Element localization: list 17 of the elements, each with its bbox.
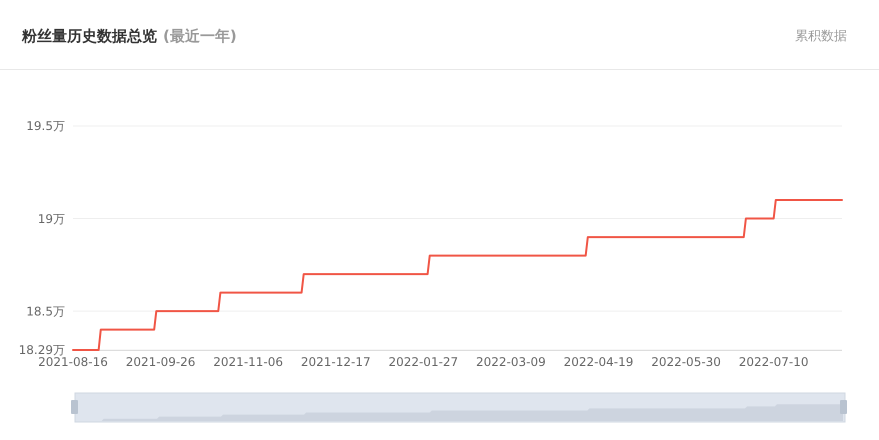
y-tick-label: 18.5万 [26,304,65,318]
x-tick-label: 2021-12-17 [300,355,371,369]
y-tick-label: 19万 [38,212,65,226]
x-tick-label: 2022-04-19 [564,355,634,369]
text: 累积数据 [795,29,847,44]
x-tick-label: 2021-08-16 [38,355,108,369]
line-series [72,199,843,351]
x-tick-label: 2022-05-30 [651,355,721,369]
x-tick-label: 2021-09-26 [126,355,196,369]
x-tick-label: 2021-11-06 [213,355,284,369]
x-tick-label: 2022-03-09 [476,355,546,369]
y-tick-label: 19.5万 [26,119,65,134]
y-tick-label: 18.29万 [18,343,65,358]
chart-title: 粉丝量历史数据总览 [22,27,157,45]
x-tick-label: 2022-07-10 [738,355,809,369]
chart-subtitle: (最近一年) [163,27,237,45]
x-tick-label: 2022-01-27 [388,355,458,369]
